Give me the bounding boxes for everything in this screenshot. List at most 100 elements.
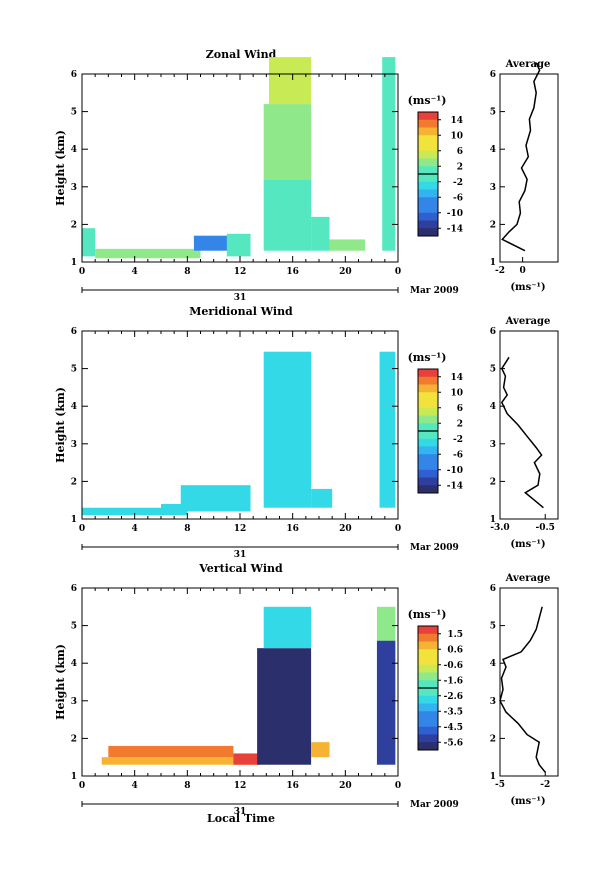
- colorbar-segment: [418, 657, 438, 666]
- heatmap-cell: [101, 757, 260, 765]
- average-y-tick-label: 2: [490, 477, 496, 487]
- colorbar-segment: [418, 469, 438, 478]
- y-ticks: 1 2 3 4 5 6: [71, 584, 398, 782]
- heatmap-cell: [193, 235, 234, 251]
- colorbar-tick-label: -1.6: [444, 676, 463, 686]
- colorbar-segment: [418, 477, 438, 486]
- y-tick-label: 5: [71, 622, 77, 632]
- colorbar-segment: [418, 150, 438, 159]
- colorbar-tick-label: 10: [450, 388, 463, 398]
- colorbar-segment: [418, 711, 438, 720]
- colorbar-segment: [418, 158, 438, 167]
- colorbar-segment: [418, 197, 438, 206]
- colorbar-segment: [418, 703, 438, 712]
- colorbar: 14 10 6 2 -2 -6 -10 -14: [417, 111, 463, 237]
- heatmap-cell: [263, 425, 312, 508]
- average-y-tick-label: 5: [490, 622, 496, 632]
- heatmap-cell: [82, 507, 161, 516]
- y-tick-label: 4: [71, 402, 77, 412]
- average-y-tick-label: 1: [490, 515, 496, 525]
- x-tick-label: 0: [79, 781, 85, 791]
- date-bar: 31 Mar 2009: [81, 543, 459, 560]
- y-ticks: 1 2 3 4 5 6: [71, 70, 398, 268]
- colorbar-tick-label: -2: [453, 435, 463, 445]
- colorbar-segment: [418, 423, 438, 432]
- x-tick-label: 4: [132, 267, 138, 277]
- colorbar-segment: [418, 641, 438, 650]
- average-y-tick-label: 4: [490, 145, 496, 155]
- heatmap-cell: [180, 485, 251, 512]
- colorbar-segment: [418, 181, 438, 190]
- colorbar-segment: [418, 462, 438, 471]
- x-tick-label: 0: [395, 267, 401, 277]
- colorbar-segment: [418, 454, 438, 463]
- y-tick-label: 1: [71, 772, 77, 782]
- colorbar-tick-label: -5.6: [444, 738, 463, 748]
- colorbar-tick-label: 14: [450, 116, 463, 126]
- average-y-tick-label: 6: [490, 584, 496, 594]
- average-y-tick-label: 6: [490, 70, 496, 80]
- heatmap-cell: [263, 104, 312, 180]
- average-unit: (ms⁻¹): [510, 539, 545, 550]
- colorbar-segment: [418, 212, 438, 221]
- average-x-tick-label: -2: [540, 780, 550, 790]
- colorbar-tick-label: -14: [447, 481, 463, 491]
- average-frame: [499, 330, 559, 520]
- x-tick-label: 8: [184, 267, 190, 277]
- heatmap-cell: [376, 606, 396, 641]
- average-profile: 1 2 3 4 5 6 -5 -2: [490, 584, 559, 790]
- colorbar-tick-label: 6: [457, 147, 463, 157]
- y-tick-label: 4: [71, 659, 77, 669]
- heatmap-cell: [257, 648, 312, 765]
- colorbar-segment: [418, 415, 438, 424]
- y-ticks: 1 2 3 4 5 6: [71, 327, 398, 525]
- date-month: Mar 2009: [410, 543, 459, 553]
- average-line: [501, 62, 541, 252]
- colorbar-tick-label: 10: [450, 131, 463, 141]
- x-tick-label: 12: [234, 524, 247, 534]
- heatmap-cell: [263, 606, 312, 649]
- colorbar-tick-label: -3.5: [444, 707, 463, 717]
- date-day: 31: [234, 293, 247, 303]
- date-bar: 31 Mar 2009: [81, 800, 459, 817]
- colorbar-tick-label: 6: [457, 404, 463, 414]
- heatmap-cell: [161, 503, 188, 516]
- colorbar-segment: [418, 189, 438, 198]
- colorbar-segment: [418, 376, 438, 385]
- y-tick-label: 6: [71, 327, 77, 337]
- heatmap-cell: [233, 753, 260, 765]
- y-tick-label: 3: [71, 697, 77, 707]
- y-tick-label: 3: [71, 183, 77, 193]
- average-y-tick-label: 4: [490, 659, 496, 669]
- colorbar-tick-label: -6: [453, 450, 463, 460]
- colorbar-segment: [418, 174, 438, 183]
- y-tick-label: 6: [71, 584, 77, 594]
- colorbar-tick-label: -10: [447, 209, 463, 219]
- colorbar-segment: [418, 446, 438, 455]
- colorbar-segment: [418, 400, 438, 409]
- colorbar-segment: [418, 431, 438, 440]
- x-tick-label: 8: [184, 781, 190, 791]
- colorbar-segment: [418, 664, 438, 673]
- colorbar-segment: [418, 407, 438, 416]
- average-x-tick-label: -0.5: [536, 523, 555, 533]
- colorbar-segment: [418, 112, 438, 121]
- colorbar-tick-label: 0.6: [447, 645, 463, 655]
- average-y-tick-label: 3: [490, 440, 496, 450]
- colorbar-segment: [418, 369, 438, 378]
- average-x-tick-label: -3.0: [490, 523, 509, 533]
- colorbar-segment: [418, 220, 438, 229]
- colorbar-segment: [418, 384, 438, 393]
- y-tick-label: 2: [71, 734, 77, 744]
- heatmap-cell: [329, 239, 366, 251]
- average-title: Average: [505, 573, 551, 584]
- average-y-tick-label: 5: [490, 365, 496, 375]
- colorbar-segment: [418, 392, 438, 401]
- colorbar-segment: [418, 205, 438, 214]
- x-tick-label: 0: [79, 267, 85, 277]
- average-line: [499, 606, 546, 773]
- heatmap-cell: [82, 228, 96, 257]
- colorbar-segment: [418, 672, 438, 681]
- colorbar-segment: [418, 135, 438, 144]
- average-y-tick-label: 4: [490, 402, 496, 412]
